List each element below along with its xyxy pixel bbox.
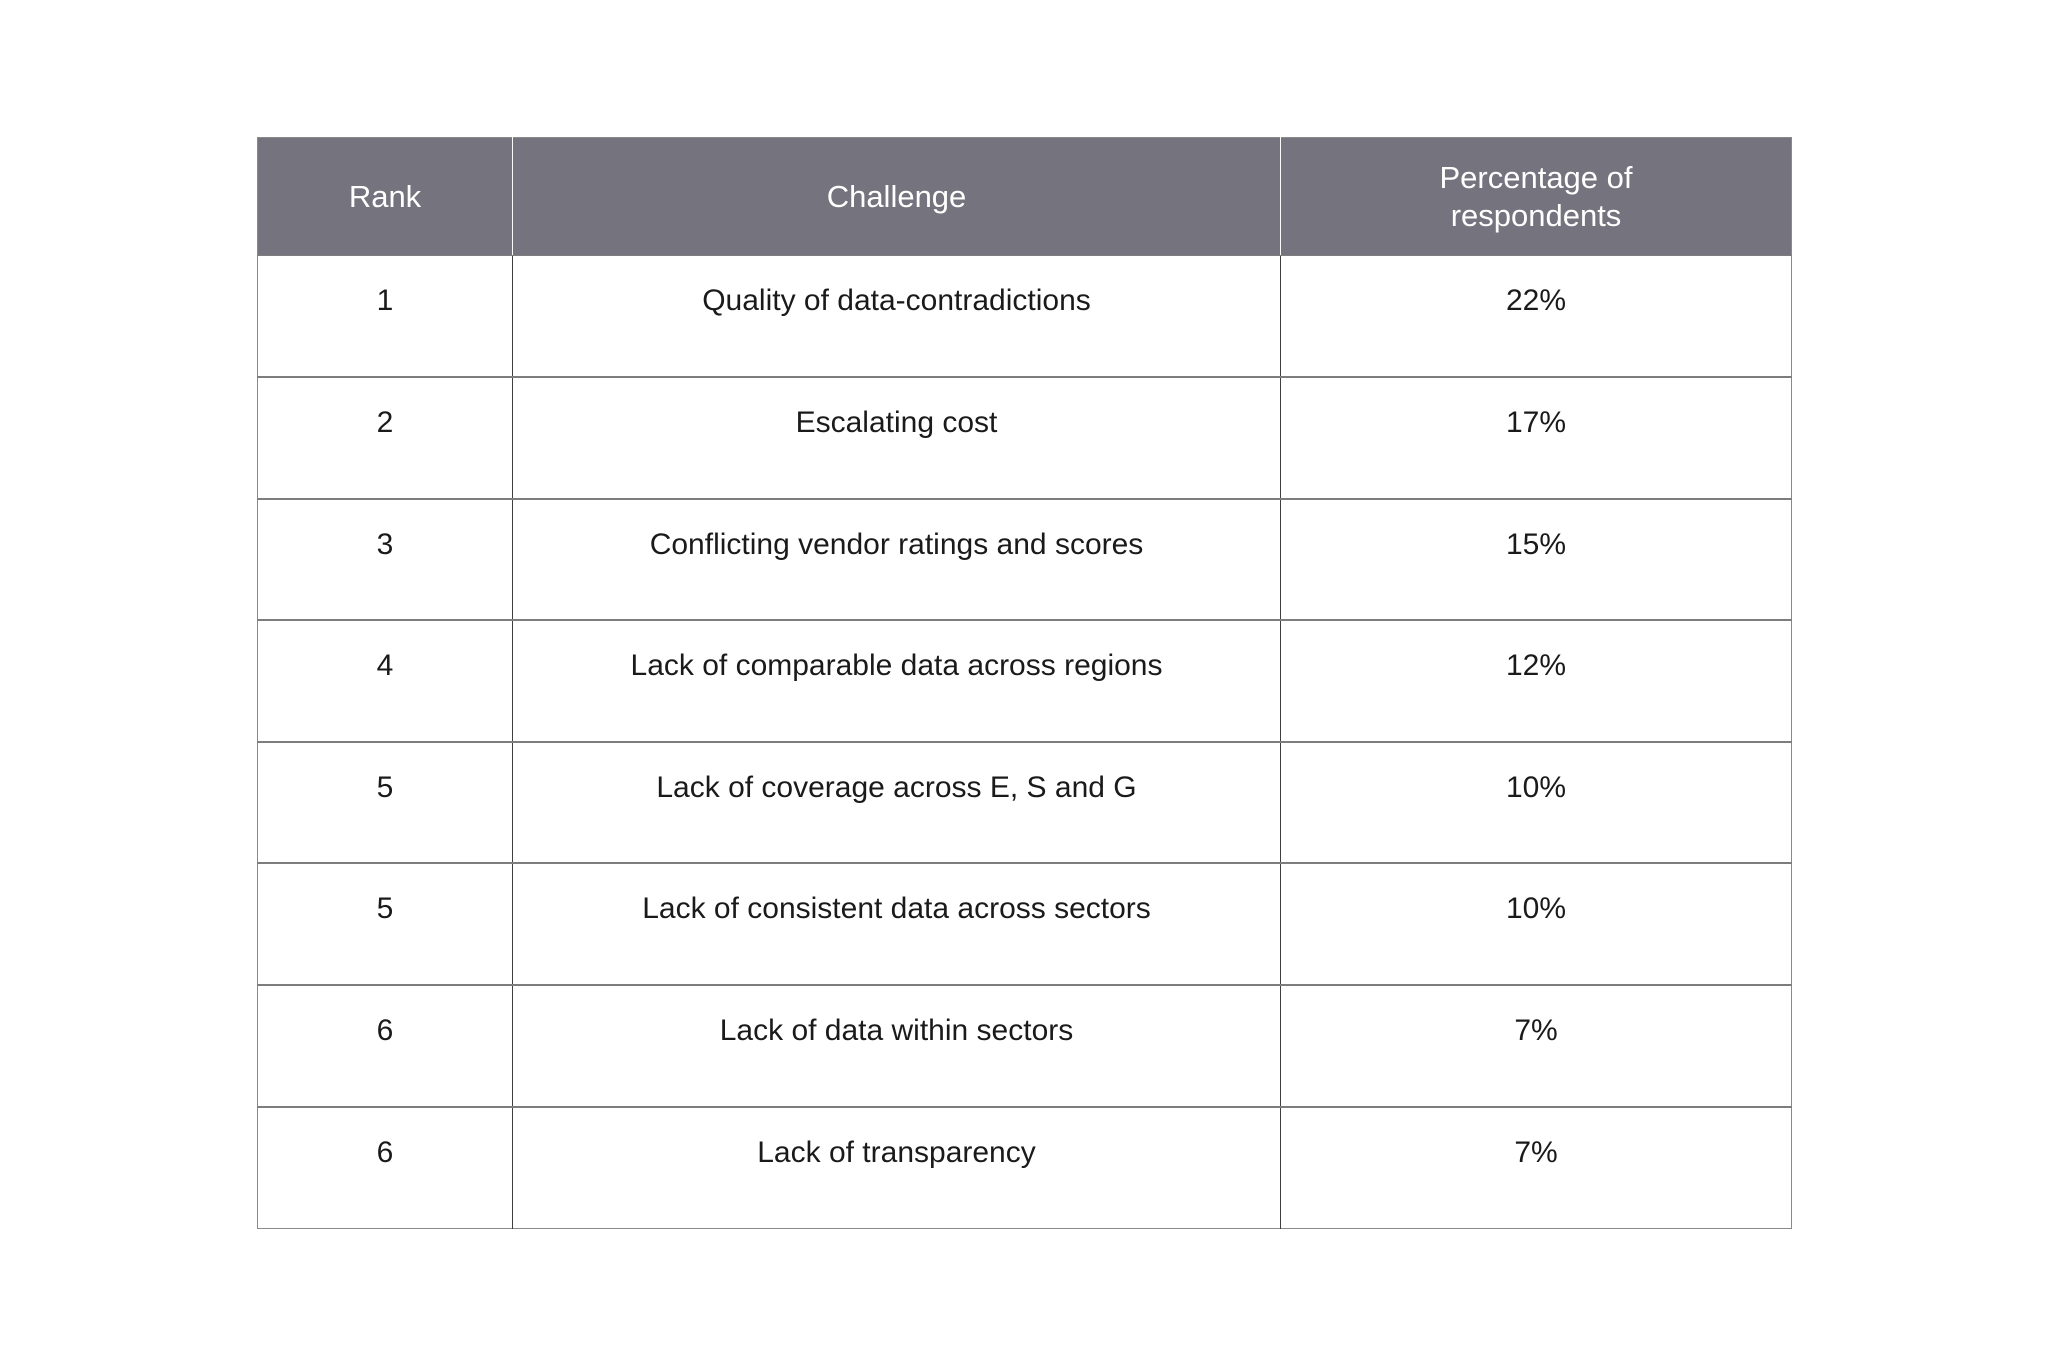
table-row: 5 Lack of consistent data across sectors 1…: [257, 863, 1792, 986]
rank-cell: 4: [257, 620, 513, 742]
rank-cell: 6: [257, 985, 513, 1107]
percentage-cell: 10%: [1280, 863, 1792, 986]
table-row: 6 Lack of data within sectors 7%: [257, 985, 1792, 1107]
challenge-cell: Lack of consistent data across sectors: [512, 863, 1281, 986]
challenge-cell: Lack of comparable data across regions: [512, 620, 1281, 742]
table-row: 2 Escalating cost 17%: [257, 377, 1792, 499]
rank-cell: 6: [257, 1106, 513, 1229]
percentage-cell: 7%: [1280, 1106, 1792, 1229]
percentage-cell: 15%: [1280, 498, 1792, 621]
table-row: 1 Quality of data-contradictions 22%: [257, 255, 1792, 378]
challenge-cell: Quality of data-contradictions: [512, 255, 1281, 378]
table-row: 3 Conflicting vendor ratings and scores 15…: [257, 498, 1792, 621]
challenge-cell: Escalating cost: [512, 377, 1281, 499]
rank-cell: 1: [257, 255, 513, 378]
percentage-cell: 7%: [1280, 985, 1792, 1107]
table-row: 5 Lack of coverage across E, S and G 10%: [257, 741, 1792, 864]
challenge-cell: Lack of data within sectors: [512, 985, 1281, 1107]
header-cell-percentage: Percentage of respondents: [1280, 137, 1792, 256]
header-cell-challenge: Challenge: [512, 137, 1281, 256]
table-row: 4 Lack of comparable data across regions 1…: [257, 620, 1792, 742]
table-row: 6 Lack of transparency 7%: [257, 1106, 1792, 1229]
challenge-cell: Lack of coverage across E, S and G: [512, 741, 1281, 864]
challenge-cell: Conflicting vendor ratings and scores: [512, 498, 1281, 621]
challenges-table: Rank Challenge Percentage of respondents…: [257, 137, 1792, 1229]
rank-cell: 5: [257, 863, 513, 986]
table-body: 1 Quality of data-contradictions 22% 2 Escal…: [257, 255, 1792, 1229]
percentage-cell: 22%: [1280, 255, 1792, 378]
header-cell-rank: Rank: [257, 137, 513, 256]
rank-cell: 3: [257, 498, 513, 621]
header-row: Rank Challenge Percentage of respondents: [257, 137, 1792, 256]
challenges-table-container: Rank Challenge Percentage of respondents…: [257, 137, 1792, 1229]
rank-cell: 5: [257, 741, 513, 864]
challenge-cell: Lack of transparency: [512, 1106, 1281, 1229]
table-header: Rank Challenge Percentage of respondents: [257, 137, 1792, 256]
percentage-cell: 12%: [1280, 620, 1792, 742]
percentage-cell: 10%: [1280, 741, 1792, 864]
percentage-cell: 17%: [1280, 377, 1792, 499]
rank-cell: 2: [257, 377, 513, 499]
